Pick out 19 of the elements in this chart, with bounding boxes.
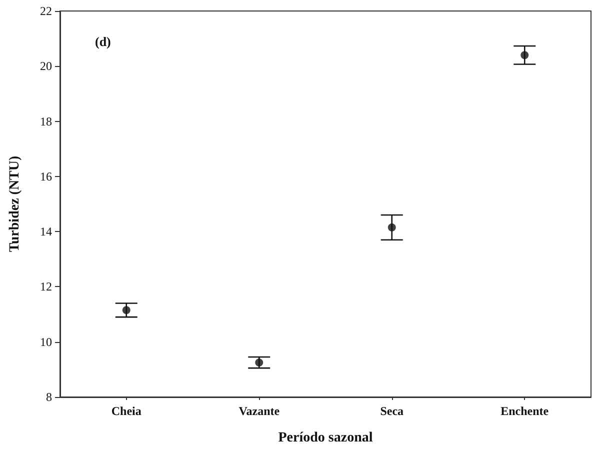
x-tick-label: Vazante: [238, 404, 280, 418]
y-tick-label: 10: [40, 334, 52, 349]
y-tick-label: 8: [46, 390, 52, 404]
y-tick-label: 18: [40, 114, 52, 128]
point: [520, 51, 529, 60]
y-tick-label: 20: [40, 59, 52, 74]
y-tick-label: 22: [40, 4, 52, 18]
x-tick-label: Enchente: [500, 404, 550, 418]
y-tick-label: 16: [40, 169, 52, 184]
x-axis-title: Período sazonal: [278, 430, 373, 446]
point: [255, 358, 264, 367]
y-tick-label: 14: [40, 224, 52, 239]
x-tick-label: Seca: [380, 404, 404, 418]
y-tick-label: 12: [40, 280, 52, 294]
point: [122, 306, 130, 314]
point: [388, 223, 396, 232]
annotation: (d): [95, 34, 111, 49]
x-tick-label: Cheia: [111, 404, 142, 418]
y-axis-title: Turbidez (NTU): [8, 156, 22, 252]
